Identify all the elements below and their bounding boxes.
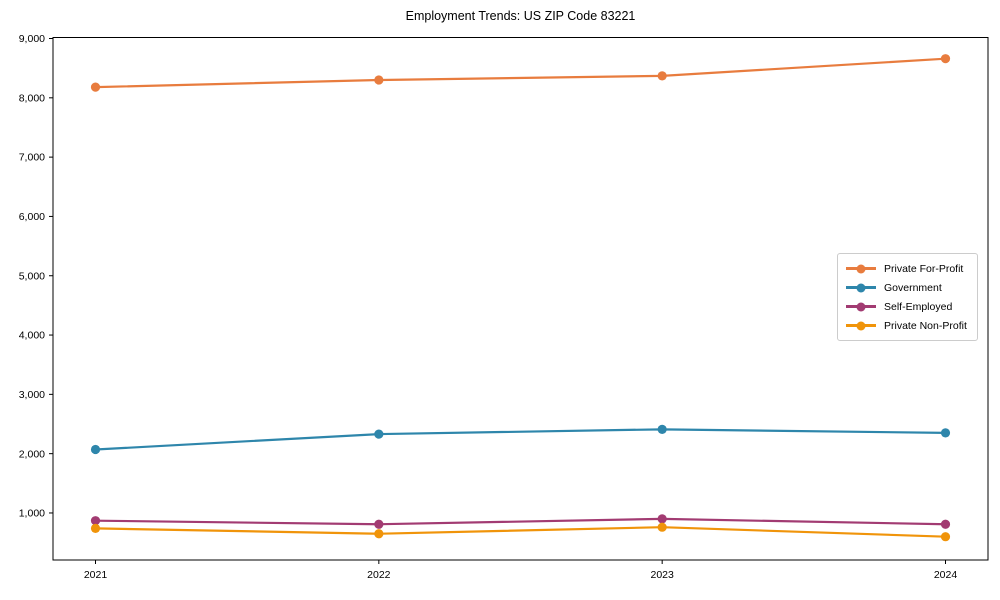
data-point-marker	[940, 519, 951, 529]
data-point-marker	[657, 424, 667, 434]
x-axis-tick-label: 2021	[84, 569, 108, 581]
legend-item: Private Non-Profit	[846, 316, 969, 335]
data-point-marker	[940, 54, 951, 64]
legend-label: Self-Employed	[884, 300, 953, 313]
series-line-government	[94, 428, 947, 451]
data-point-marker	[374, 519, 384, 529]
data-point-marker	[90, 516, 101, 526]
data-point-marker	[940, 428, 951, 438]
data-point-marker	[90, 523, 101, 533]
data-point-marker	[657, 71, 667, 81]
data-point-marker	[657, 522, 667, 532]
legend-item: Government	[846, 278, 969, 297]
x-axis-tick-label: 2023	[650, 569, 674, 581]
y-axis-tick-label: 9,000	[19, 33, 45, 45]
legend-line-marker-icon	[846, 321, 876, 330]
y-axis-tick-label: 1,000	[19, 508, 45, 520]
legend-line-marker-icon	[846, 302, 876, 311]
y-axis-tick-label: 4,000	[19, 330, 45, 342]
legend-item: Self-Employed	[846, 297, 969, 316]
axes-spines	[52, 37, 989, 561]
y-axis-tick-label: 5,000	[19, 270, 45, 282]
legend-label: Government	[884, 281, 942, 294]
legend-line-marker-icon	[846, 264, 876, 273]
data-point-marker	[90, 82, 101, 92]
legend-label: Private For-Profit	[884, 262, 964, 275]
series-line-self-employed	[94, 517, 947, 526]
series-line-private-non-profit	[94, 526, 947, 538]
data-point-marker	[657, 514, 667, 524]
data-point-marker	[374, 429, 384, 439]
x-axis-tick-label: 2022	[367, 569, 391, 581]
chart-title: Employment Trends: US ZIP Code 83221	[405, 9, 636, 23]
series-line-private-for-profit	[94, 57, 947, 89]
y-axis-tick-label: 6,000	[19, 211, 45, 223]
legend-label: Private Non-Profit	[884, 319, 967, 332]
data-point-marker	[90, 444, 101, 455]
data-point-marker	[374, 75, 384, 85]
y-axis-tick-label: 3,000	[19, 389, 45, 401]
y-axis-tick-label: 2,000	[19, 448, 45, 460]
y-axis-tick-label: 7,000	[19, 152, 45, 164]
data-point-marker	[374, 529, 384, 539]
data-point-marker	[940, 532, 951, 542]
x-axis-tick-label: 2024	[934, 569, 958, 581]
y-axis-tick-label: 8,000	[19, 92, 45, 104]
legend: Private For-Profit Government Self-Emplo…	[837, 253, 978, 341]
legend-line-marker-icon	[846, 283, 876, 292]
legend-item: Private For-Profit	[846, 259, 969, 278]
